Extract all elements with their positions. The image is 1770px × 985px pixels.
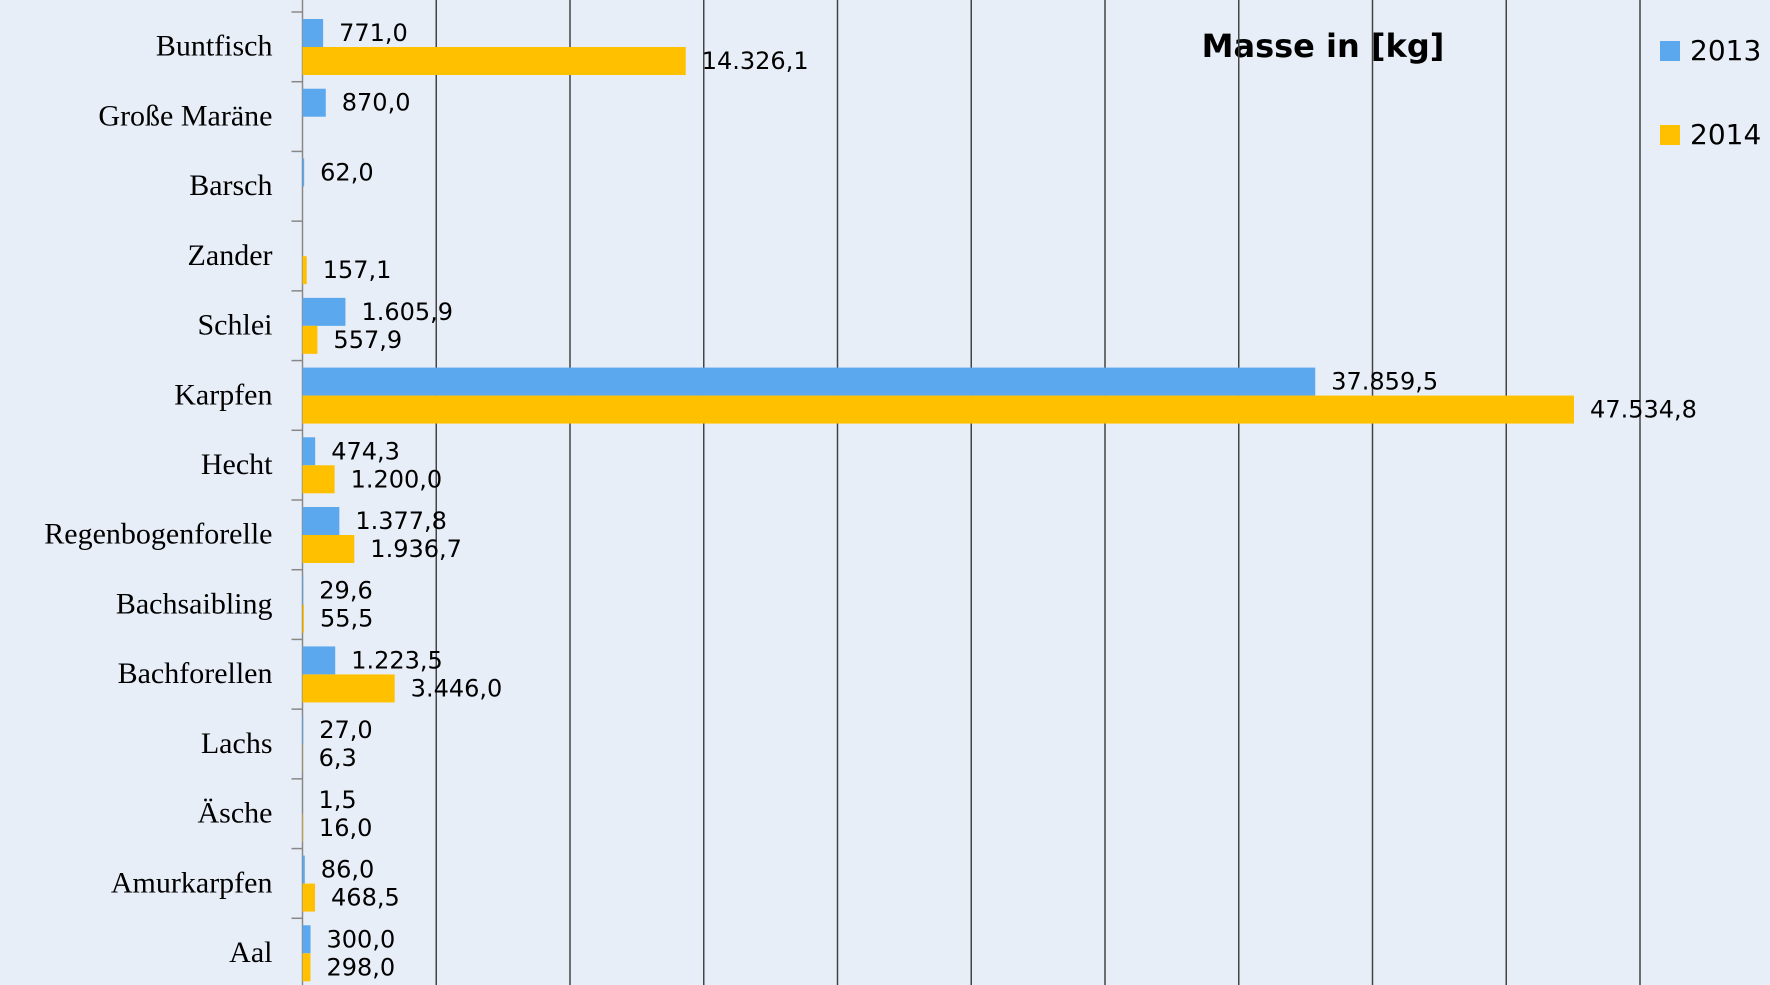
y-tick-label: Schlei — [198, 309, 273, 342]
bar — [302, 716, 304, 745]
bar — [302, 883, 316, 912]
y-tick-label: Bachforellen — [118, 657, 273, 690]
value-label: 771,0 — [339, 19, 408, 47]
bar — [302, 925, 311, 954]
value-label: 474,3 — [331, 437, 400, 465]
y-tick-label: Aal — [229, 936, 272, 969]
y-tick-label: Amurkarpfen — [111, 866, 273, 899]
bar — [302, 535, 355, 563]
bar — [302, 367, 1316, 396]
y-tick-label: Bachsaibling — [116, 587, 273, 620]
bar — [302, 674, 395, 703]
bar — [302, 47, 686, 75]
value-label: 1.223,5 — [351, 646, 443, 674]
value-label: 27,0 — [319, 716, 372, 744]
value-label: 3.446,0 — [411, 674, 503, 702]
bar — [302, 855, 305, 884]
legend-label: 2013 — [1690, 34, 1761, 67]
y-tick-label: Lachs — [201, 727, 273, 760]
value-label: 1.200,0 — [351, 465, 443, 493]
legend-label: 2014 — [1690, 118, 1761, 151]
bar — [302, 953, 311, 982]
y-tick-label: Äsche — [198, 797, 273, 830]
value-label: 16,0 — [319, 814, 372, 842]
y-tick-label: Barsch — [189, 169, 272, 202]
y-tick-label: Große Maräne — [98, 99, 272, 132]
value-label: 870,0 — [342, 89, 411, 117]
bar — [302, 646, 336, 675]
value-label: 47.534,8 — [1590, 396, 1697, 424]
bar — [302, 604, 304, 633]
bar — [302, 507, 340, 535]
value-label: 86,0 — [321, 856, 374, 884]
bar — [302, 19, 324, 47]
value-label: 62,0 — [320, 158, 373, 186]
chart-title: Masse in [kg] — [1202, 27, 1445, 65]
value-label: 29,6 — [319, 577, 372, 605]
bar — [302, 158, 305, 187]
bar — [302, 297, 346, 326]
value-label: 1.377,8 — [355, 507, 447, 535]
value-label: 557,9 — [333, 326, 402, 354]
value-label: 1.605,9 — [361, 298, 453, 326]
y-tick-label: Regenbogenforelle — [44, 518, 272, 551]
value-label: 37.859,5 — [1331, 368, 1438, 396]
value-label: 1.936,7 — [370, 535, 462, 563]
value-label: 14.326,1 — [702, 47, 809, 75]
value-label: 298,0 — [326, 953, 395, 981]
y-tick-label: Karpfen — [174, 378, 272, 411]
value-label: 6,3 — [319, 744, 357, 772]
bar — [302, 465, 335, 494]
bar — [302, 576, 304, 605]
legend-swatch — [1660, 125, 1680, 145]
bar — [302, 256, 307, 285]
value-label: 300,0 — [327, 925, 396, 953]
y-tick-label: Buntfisch — [156, 30, 273, 63]
value-label: 157,1 — [323, 256, 392, 284]
bar — [302, 395, 1575, 424]
legend-swatch — [1660, 41, 1680, 61]
y-tick-label: Hecht — [201, 448, 273, 481]
value-label: 55,5 — [320, 605, 373, 633]
bar — [302, 437, 316, 466]
y-tick-label: Zander — [188, 239, 273, 272]
bar — [302, 88, 326, 117]
value-label: 1,5 — [319, 786, 357, 814]
value-label: 468,5 — [331, 884, 400, 912]
bar — [302, 325, 318, 354]
